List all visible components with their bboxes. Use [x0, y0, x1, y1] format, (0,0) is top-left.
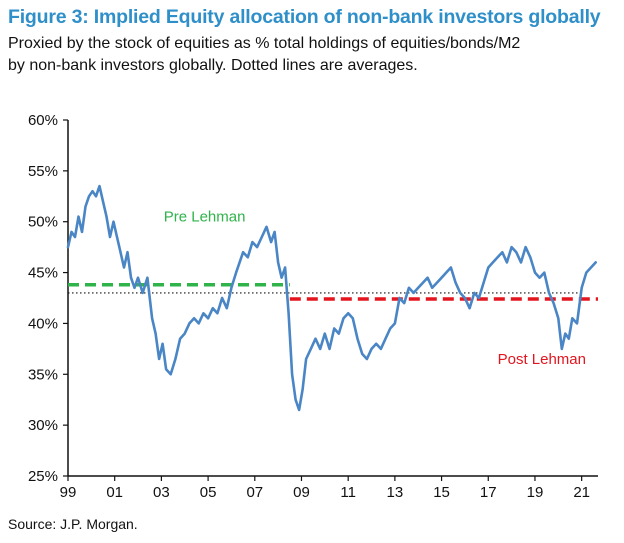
x-tick-label: 11: [340, 484, 356, 501]
x-tick-label: 21: [573, 484, 590, 501]
figure-title: Figure 3: Implied Equity allocation of n…: [8, 6, 601, 28]
y-tick-label: 40%: [28, 315, 58, 332]
x-tick-label: 99: [60, 484, 77, 501]
y-tick-label: 60%: [28, 112, 58, 129]
y-tick-label: 35%: [28, 366, 58, 383]
subtitle-line-2: by non-bank investors globally. Dotted l…: [8, 57, 418, 74]
x-tick-label: 03: [153, 484, 170, 501]
x-axis-group: 99 01 03 05 07 09 11 13 15 17 19 21: [60, 475, 598, 501]
x-tick-label: 13: [387, 484, 404, 501]
y-tick-label: 30%: [28, 417, 58, 434]
annotations-group: Pre Lehman Post Lehman: [164, 209, 586, 368]
subtitle-line-1: Proxied by the stock of equities as % to…: [8, 35, 521, 52]
y-tick-label: 45%: [28, 265, 58, 282]
x-tick-label: 09: [293, 484, 310, 501]
figure-subtitle: Proxied by the stock of equities as % to…: [8, 33, 618, 77]
y-tick-label: 25%: [28, 468, 58, 485]
reference-lines-group: [68, 283, 598, 301]
x-tick-label: 19: [527, 484, 544, 501]
x-tick-label: 07: [246, 484, 263, 501]
x-tick-label: 17: [480, 484, 497, 501]
x-tick-label: 05: [200, 484, 217, 501]
y-tick-label: 50%: [28, 214, 58, 231]
post-lehman-label: Post Lehman: [498, 351, 586, 368]
series-group: [66, 184, 598, 412]
source-note: Source: J.P. Morgan.: [8, 516, 138, 532]
y-tick-label: 55%: [28, 163, 58, 180]
x-tick-label: 15: [433, 484, 450, 501]
pre-lehman-label: Pre Lehman: [164, 209, 246, 226]
equity-allocation-series-line: [66, 184, 598, 412]
x-tick-label: 01: [106, 484, 123, 501]
y-axis-group: 25% 30% 35% 40% 45% 50% 55% 60%: [28, 112, 69, 485]
